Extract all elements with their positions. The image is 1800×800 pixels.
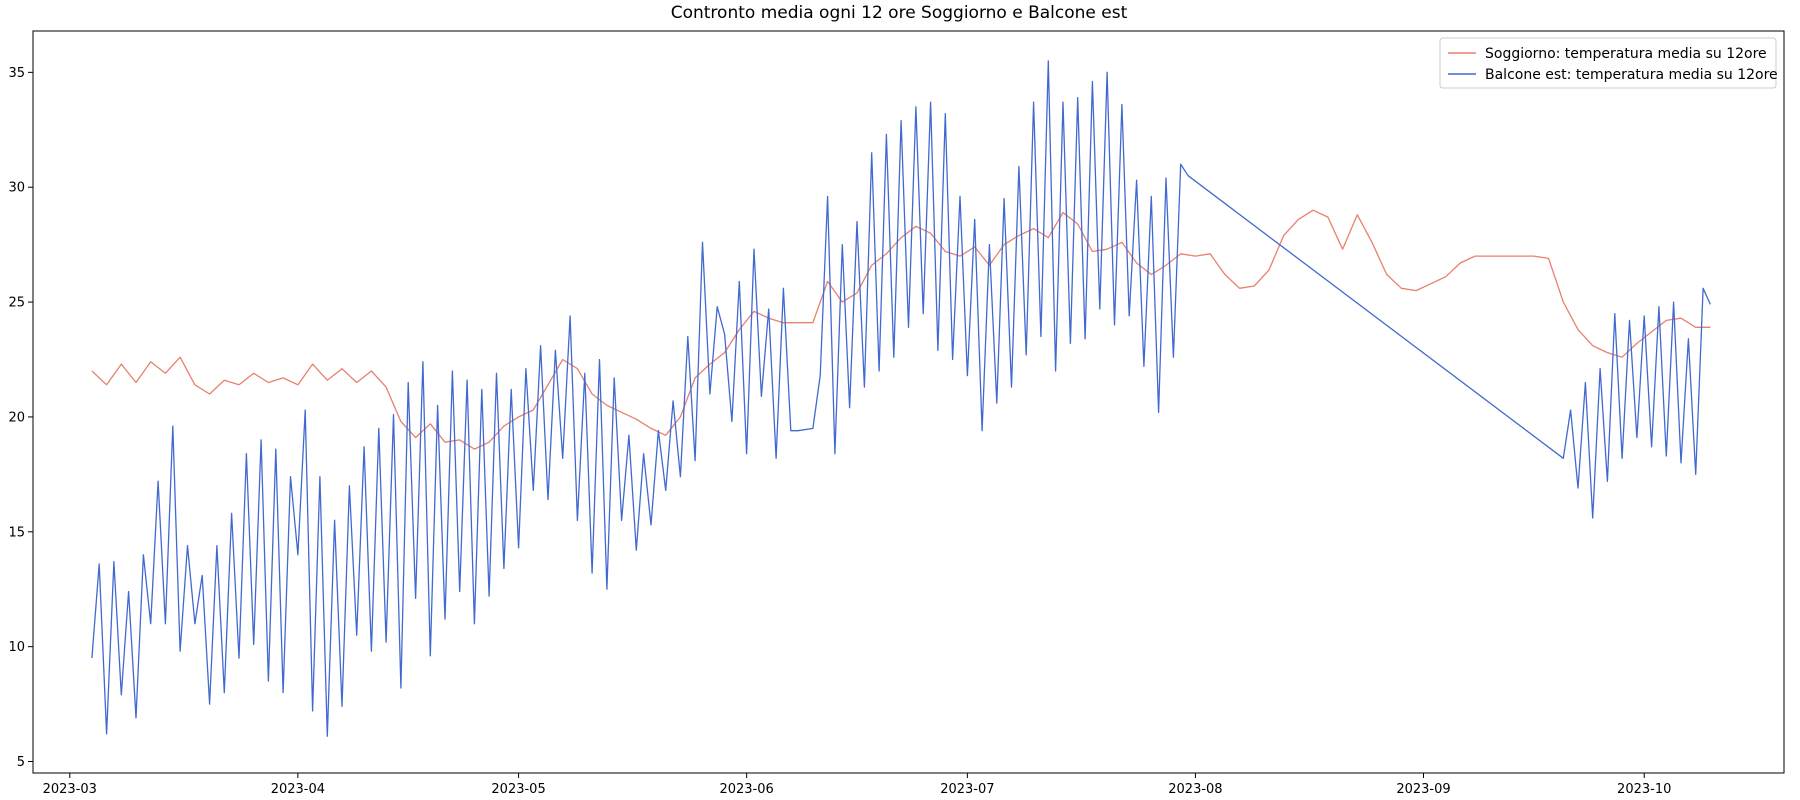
x-axis: 2023-03 2023-04 2023-05 2023-06 2023-07 2023-… [43,773,1671,797]
x-tick-label: 2023-10 [1617,782,1671,797]
series-layer [91,60,1711,737]
y-tick-label: 20 [8,410,25,425]
legend: Soggiorno: temperatura media su 12ore Bal… [1439,37,1778,89]
series-line-1 [91,209,1711,450]
x-tick-label: 2023-07 [940,782,994,797]
legend-box [1439,37,1777,89]
y-tick-label: 5 [17,755,25,770]
legend-label-1: Soggiorno: temperatura media su 12ore [1485,46,1767,62]
chart-title: Contronto media ogni 12 ore Soggiorno e … [671,3,1128,23]
y-axis: 5 10 15 20 25 30 35 [8,66,33,770]
x-tick-label: 2023-05 [491,782,545,797]
x-tick-label: 2023-03 [43,782,97,797]
x-tick-label: 2023-09 [1396,782,1450,797]
y-tick-label: 35 [8,66,25,81]
series-line-2 [91,60,1711,737]
y-tick-label: 25 [8,296,25,311]
plot-frame [32,30,1785,774]
y-tick-label: 15 [8,525,25,540]
x-tick-label: 2023-06 [719,782,773,797]
x-tick-label: 2023-04 [271,782,325,797]
x-tick-label: 2023-08 [1168,782,1222,797]
legend-label-2: Balcone est: temperatura media su 12ore [1485,67,1778,83]
y-tick-label: 10 [8,640,25,655]
y-tick-label: 30 [8,181,25,196]
